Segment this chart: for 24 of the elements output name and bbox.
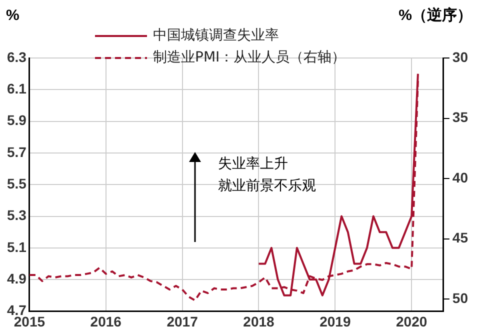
y-tick-label: 4.9 bbox=[6, 270, 27, 286]
y-tick-label: 5.1 bbox=[6, 238, 27, 255]
y2-tick-label: 40 bbox=[452, 169, 468, 186]
y2-tick-label: 35 bbox=[452, 109, 468, 126]
y-tick-label: 5.3 bbox=[6, 207, 27, 224]
legend-label: 制造业PMI：从业人员（右轴） bbox=[153, 50, 346, 66]
y-tick-label: 6.3 bbox=[6, 48, 27, 65]
x-tick-label: 2020 bbox=[396, 313, 428, 330]
x-tick-label: 2017 bbox=[166, 313, 198, 330]
annotation: 失业率上升 bbox=[218, 156, 288, 172]
y-axis-title: % bbox=[6, 7, 20, 24]
y2-axis-title: %（逆序） bbox=[398, 6, 472, 24]
y2-tick-label: 50 bbox=[452, 290, 468, 306]
y2-tick-label: 45 bbox=[452, 230, 468, 246]
x-tick-label: 2018 bbox=[243, 313, 275, 330]
y2-tick-label: 30 bbox=[452, 48, 468, 65]
x-tick-label: 2019 bbox=[320, 313, 351, 330]
y-tick-label: 6.1 bbox=[6, 80, 27, 97]
y-tick-label: 5.7 bbox=[6, 144, 27, 160]
x-tick-label: 2016 bbox=[90, 313, 122, 330]
y-tick-label: 5.5 bbox=[6, 175, 27, 192]
legend-label: 中国城镇调查失业率 bbox=[153, 28, 279, 44]
annotation: 就业前景不乐观 bbox=[218, 178, 316, 194]
y-tick-label: 5.9 bbox=[6, 112, 27, 128]
